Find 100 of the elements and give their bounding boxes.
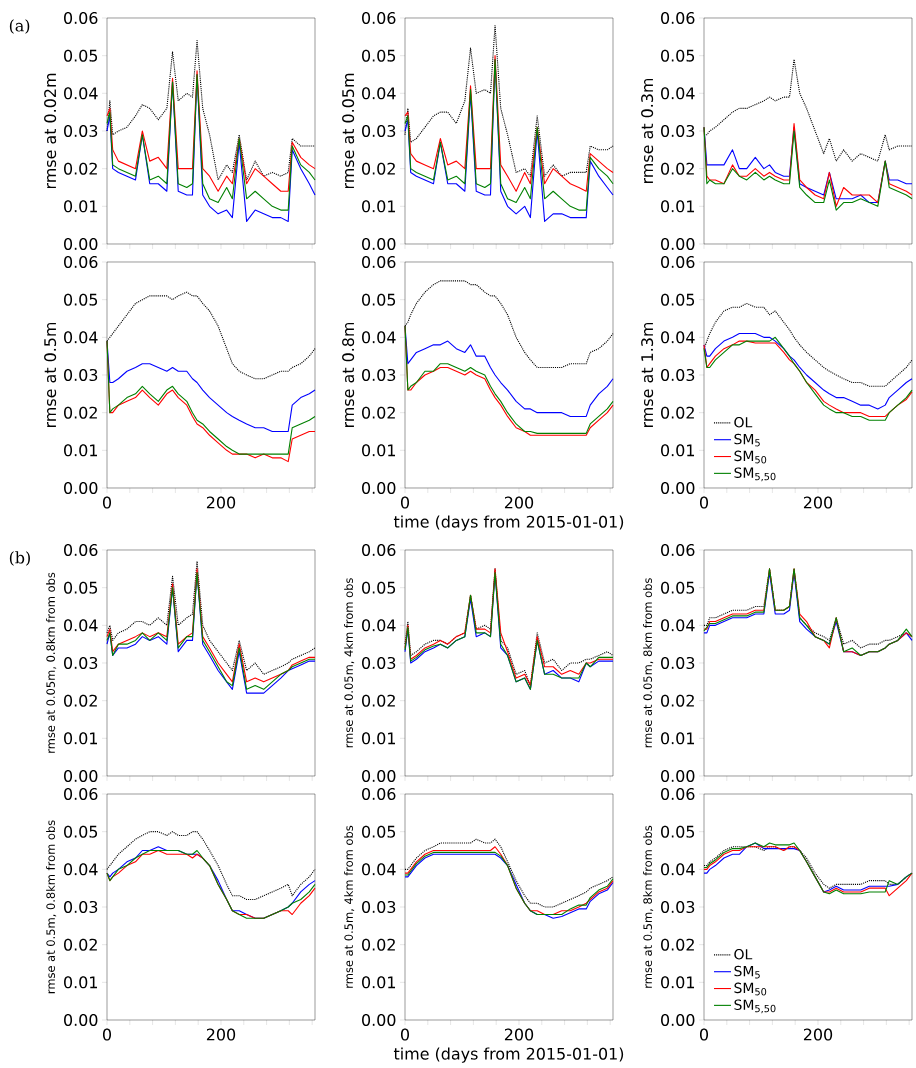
y-tick-label: 0.03: [362, 124, 396, 138]
y-tick-label: 0.01: [661, 444, 695, 457]
y-tick-label: 0.03: [661, 656, 695, 670]
legend-label: SM$_{50}$: [734, 450, 767, 464]
y-tick-label: 0.03: [64, 124, 98, 138]
y-tick-label: 0.01: [661, 200, 695, 213]
y-tick-label: 0.05: [661, 49, 695, 62]
y-tick-label: 0.02: [362, 694, 395, 707]
y-tick-label: 0.00: [362, 769, 396, 783]
y-tick-label: 0.00: [362, 481, 396, 495]
y-axis-title: rmse at 0.05m, 0.8km from obs: [46, 572, 57, 753]
text: (b): [9, 551, 30, 566]
y-tick-label: 0.02: [362, 406, 395, 419]
y-tick-label: 0.00: [64, 481, 98, 495]
y-tick-label: 0.01: [64, 200, 97, 213]
y-axis-title: rmse at 0.8m: [342, 322, 355, 428]
y-tick-label: 0.04: [362, 619, 396, 632]
y-tick-label: 0.04: [661, 331, 695, 344]
y-tick-label: 0.04: [362, 87, 396, 100]
legend-label: SM$_{5,50}$: [734, 999, 776, 1014]
y-tick-label: 0.01: [362, 732, 396, 745]
y-axis-title: rmse at 0.5m: [44, 322, 57, 428]
y-tick-label: 0.04: [64, 331, 98, 344]
y-tick-label: 0.02: [661, 406, 694, 419]
y-tick-label: 0.00: [661, 481, 695, 495]
y-tick-label: 0.06: [362, 255, 396, 269]
y-tick-label: 0.05: [362, 825, 396, 838]
y-tick-label: 0.01: [362, 444, 396, 457]
y-tick-label: 0.00: [661, 1013, 695, 1027]
y-tick-label: 0.06: [661, 787, 695, 801]
y-tick-label: 0.06: [362, 543, 396, 557]
x-tick-label: 200: [803, 1028, 833, 1041]
x-tick-label: 200: [206, 1028, 236, 1041]
y-tick-label: 0.01: [661, 976, 695, 989]
y-axis-title: rmse at 0.05m, 4km from obs: [344, 578, 355, 748]
x-tick-label: 0: [102, 1028, 112, 1041]
y-tick-label: 0.05: [64, 581, 98, 594]
x-tick-label: 0: [102, 496, 112, 509]
text: (a): [9, 19, 30, 34]
y-tick-label: 0.02: [362, 162, 395, 175]
y-tick-label: 0.01: [661, 732, 695, 745]
y-tick-label: 0.04: [64, 863, 98, 876]
y-tick-label: 0.03: [661, 900, 695, 914]
y-tick-label: 0.05: [661, 825, 695, 838]
legend-label: SM$_{5}$: [734, 965, 760, 979]
y-axis-title: rmse at 0.05m, 8km from obs: [643, 578, 654, 748]
y-tick-label: 0.03: [64, 368, 98, 382]
y-axis-title: rmse at 0.5m, 0.8km from obs: [46, 820, 57, 994]
y-tick-label: 0.00: [661, 769, 695, 783]
y-tick-label: 0.01: [64, 976, 97, 989]
y-tick-label: 0.06: [64, 787, 98, 801]
x-tick-label: 200: [803, 496, 833, 509]
y-tick-label: 0.02: [661, 162, 694, 175]
y-tick-label: 0.06: [661, 543, 695, 557]
y-tick-label: 0.06: [64, 543, 98, 557]
y-axis-title: rmse at 0.3m: [641, 78, 654, 184]
y-tick-label: 0.04: [661, 619, 695, 632]
y-tick-label: 0.03: [362, 900, 396, 914]
y-tick-label: 0.05: [661, 581, 695, 594]
y-tick-label: 0.02: [64, 406, 97, 419]
y-tick-label: 0.05: [64, 293, 98, 306]
y-tick-label: 0.03: [64, 656, 98, 670]
y-tick-label: 0.03: [661, 368, 695, 382]
y-tick-label: 0.01: [64, 444, 97, 457]
y-tick-label: 0.05: [661, 293, 695, 306]
x-tick-label: 0: [400, 1028, 410, 1041]
legend-label: SM$_{5,50}$: [734, 467, 776, 482]
y-tick-label: 0.00: [64, 769, 98, 783]
y-tick-label: 0.03: [661, 124, 695, 138]
y-tick-label: 0.06: [661, 255, 695, 269]
y-tick-label: 0.00: [64, 237, 98, 251]
y-tick-label: 0.06: [661, 11, 695, 25]
x-tick-label: 0: [699, 496, 709, 509]
y-tick-label: 0.05: [64, 49, 98, 62]
y-tick-label: 0.04: [64, 619, 98, 632]
y-tick-label: 0.02: [64, 938, 97, 951]
y-axis-title: rmse at 0.05m: [342, 73, 355, 189]
y-axis-title: rmse at 0.5m, 8km from obs: [643, 825, 654, 988]
legend-label: SM$_{50}$: [734, 982, 767, 996]
y-tick-label: 0.02: [661, 938, 694, 951]
x-axis-title: time (days from 2015-01-01): [393, 515, 624, 531]
y-tick-label: 0.01: [362, 976, 396, 989]
y-axis-title: rmse at 1.3m: [641, 322, 654, 428]
y-tick-label: 0.02: [661, 694, 694, 707]
y-tick-label: 0.05: [362, 293, 396, 306]
legend-label: OL: [734, 416, 753, 428]
x-tick-label: 200: [504, 1028, 534, 1041]
y-tick-label: 0.06: [362, 11, 396, 25]
x-tick-label: 200: [504, 496, 534, 509]
y-tick-label: 0.01: [64, 732, 97, 745]
y-tick-label: 0.06: [362, 787, 396, 801]
y-tick-label: 0.02: [64, 694, 97, 707]
y-tick-label: 0.00: [362, 237, 396, 251]
x-tick-label: 0: [699, 1028, 709, 1041]
y-tick-label: 0.03: [64, 900, 98, 914]
y-tick-label: 0.05: [362, 49, 396, 62]
y-tick-label: 0.03: [362, 368, 396, 382]
y-axis-title: rmse at 0.02m: [44, 73, 57, 189]
y-tick-label: 0.04: [64, 87, 98, 100]
y-tick-label: 0.01: [362, 200, 396, 213]
